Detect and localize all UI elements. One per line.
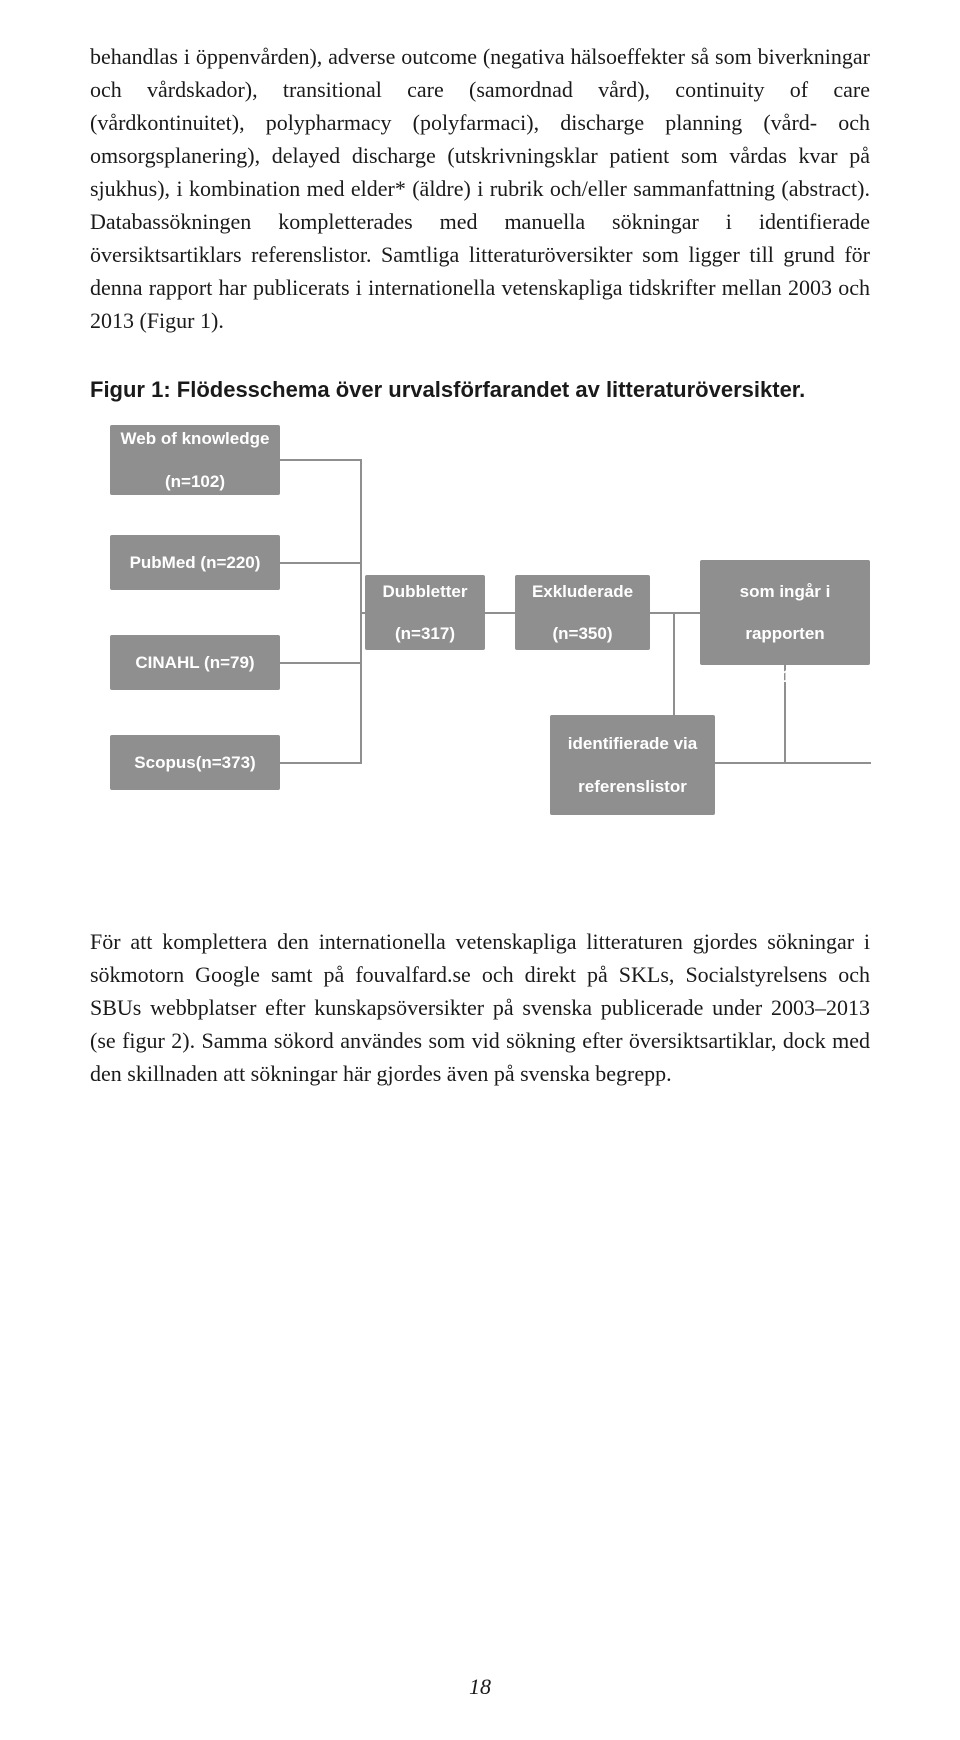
flow-node-dub: Dubbletter(n=317) — [365, 575, 485, 650]
flow-node-pubmed: PubMed (n=220) — [110, 535, 280, 590]
flow-node-artik: Artiklaridentifierade viareferenslistor(… — [550, 715, 715, 815]
flow-node-scopus: Scopus(n=373) — [110, 735, 280, 790]
body-paragraph-1: behandlas i öppenvården), adverse outcom… — [90, 40, 870, 337]
flow-connector — [280, 459, 362, 461]
para1-text: behandlas i öppenvården), adverse outcom… — [90, 44, 870, 333]
flow-connector — [280, 762, 362, 764]
figure-title-text: Figur 1: Flödesschema över urvalsförfara… — [90, 377, 805, 402]
flow-node-wok: Web of knowledge(n=102) — [110, 425, 280, 495]
flow-node-litt: Litteraturöversiktersom ingår irapporten… — [700, 560, 870, 665]
flow-connector — [360, 459, 362, 614]
flow-connector — [485, 612, 515, 614]
para2-text: För att komplettera den internationella … — [90, 929, 870, 1086]
figure-title: Figur 1: Flödesschema över urvalsförfara… — [90, 377, 870, 403]
flow-node-exkl: Exkluderade(n=350) — [515, 575, 650, 650]
page-number: 18 — [0, 1674, 960, 1700]
flow-node-cinahl: CINAHL (n=79) — [110, 635, 280, 690]
flow-connector — [360, 612, 362, 764]
flowchart: Web of knowledge(n=102) PubMed (n=220) CIN… — [90, 425, 870, 865]
page-number-text: 18 — [469, 1674, 491, 1699]
body-paragraph-2: För att komplettera den internationella … — [90, 925, 870, 1090]
flow-connector — [280, 662, 362, 664]
flow-connector — [280, 562, 362, 564]
flow-connector — [650, 612, 700, 614]
